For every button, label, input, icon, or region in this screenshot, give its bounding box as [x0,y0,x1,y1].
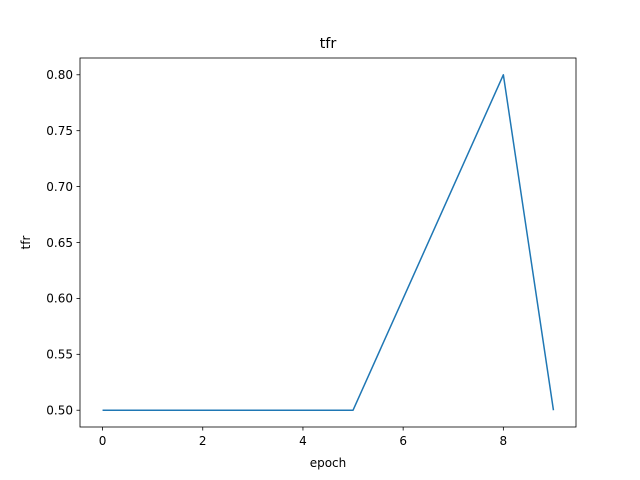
x-tick-label: 2 [199,434,207,448]
series-layer [102,74,555,411]
x-tick-label: 6 [399,434,407,448]
x-tick-label: 0 [99,434,107,448]
y-tick-label: 0.65 [46,236,73,250]
x-tick-label: 8 [500,434,508,448]
y-tick-label: 0.60 [46,292,73,306]
ticks: 0 2 4 6 8 0.50 0.55 0.60 0.65 0.70 0.75 0.80 [46,68,507,448]
y-tick-label: 0.55 [46,348,73,362]
y-axis-label: tfr [19,236,33,250]
x-tick-label: 4 [299,434,307,448]
plot-frame [79,57,577,428]
series-line [102,74,555,411]
y-tick-label: 0.70 [46,180,73,194]
y-tick-label: 0.50 [46,404,73,418]
y-tick-label: 0.80 [46,68,73,82]
y-tick-label: 0.75 [46,124,73,138]
chart-title: tfr [320,36,337,52]
x-axis-label: epoch [310,456,347,470]
